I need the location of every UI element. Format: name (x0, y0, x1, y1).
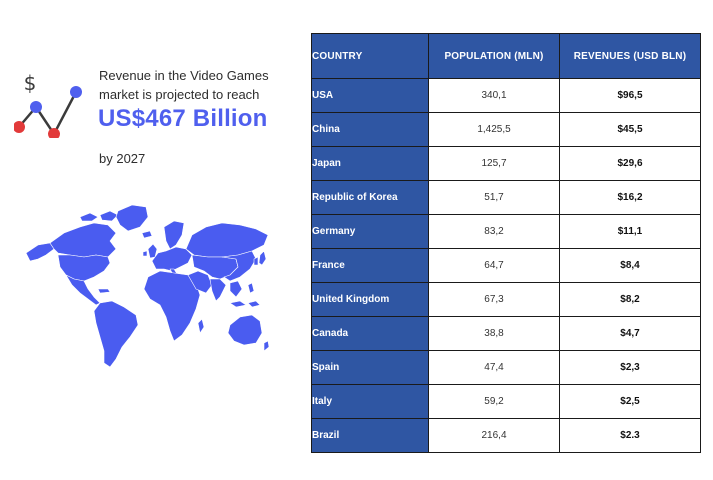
country-cell: France (311, 248, 429, 283)
table-row: France 64,7 $8,4 (311, 248, 701, 283)
population-cell: 51,7 (428, 180, 560, 215)
population-cell: 125,7 (428, 146, 560, 181)
population-cell: 83,2 (428, 214, 560, 249)
country-revenue-table: COUNTRY POPULATION (MLN) REVENUES (USD B… (311, 33, 701, 453)
country-cell: Brazil (311, 418, 429, 453)
population-cell: 47,4 (428, 350, 560, 385)
country-cell: China (311, 112, 429, 147)
table-row: China 1,425,5 $45,5 (311, 112, 701, 147)
revenue-cell: $8,2 (559, 282, 701, 317)
header-country: COUNTRY (311, 33, 429, 79)
country-cell: USA (311, 78, 429, 113)
country-cell: Republic of Korea (311, 180, 429, 215)
revenue-cell: $45,5 (559, 112, 701, 147)
headline-line-2: market is projected to reach (99, 87, 260, 102)
projection-year: by 2027 (99, 151, 146, 166)
dollar-sign-icon: $ (24, 72, 37, 95)
revenue-cell: $96,5 (559, 78, 701, 113)
revenue-cell: $4,7 (559, 316, 701, 351)
population-cell: 340,1 (428, 78, 560, 113)
country-cell: Germany (311, 214, 429, 249)
country-cell: Japan (311, 146, 429, 181)
revenue-cell: $11,1 (559, 214, 701, 249)
population-cell: 59,2 (428, 384, 560, 419)
world-map-icon (25, 205, 270, 368)
table-row: Republic of Korea 51,7 $16,2 (311, 180, 701, 215)
population-cell: 216,4 (428, 418, 560, 453)
table-row: Spain 47,4 $2,3 (311, 350, 701, 385)
revenue-cell: $29,6 (559, 146, 701, 181)
revenue-cell: $16,2 (559, 180, 701, 215)
country-cell: Canada (311, 316, 429, 351)
table-header-row: COUNTRY POPULATION (MLN) REVENUES (USD B… (311, 33, 701, 79)
table-row: Japan 125,7 $29,6 (311, 146, 701, 181)
population-cell: 38,8 (428, 316, 560, 351)
projected-revenue-amount: US$467 Billion (98, 105, 268, 132)
country-cell: Italy (311, 384, 429, 419)
table-row: Italy 59,2 $2,5 (311, 384, 701, 419)
revenue-cell: $2.3 (559, 418, 701, 453)
country-revenue-table-container: COUNTRY POPULATION (MLN) REVENUES (USD B… (311, 33, 701, 453)
population-cell: 1,425,5 (428, 112, 560, 147)
country-cell: United Kingdom (311, 282, 429, 317)
table-row: USA 340,1 $96,5 (311, 78, 701, 113)
country-cell: Spain (311, 350, 429, 385)
table-row: Germany 83,2 $11,1 (311, 214, 701, 249)
headline-text: Revenue in the Video Games market is pro… (99, 66, 299, 104)
header-revenues: REVENUES (USD BLN) (559, 33, 701, 79)
header-population: POPULATION (MLN) (428, 33, 560, 79)
revenue-cell: $2,5 (559, 384, 701, 419)
revenue-cell: $8,4 (559, 248, 701, 283)
table-row: Brazil 216,4 $2.3 (311, 418, 701, 453)
population-cell: 64,7 (428, 248, 560, 283)
table-row: United Kingdom 67,3 $8,2 (311, 282, 701, 317)
table-row: Canada 38,8 $4,7 (311, 316, 701, 351)
population-cell: 67,3 (428, 282, 560, 317)
summary-panel: $ Revenue in the Video Games market is p… (0, 0, 300, 480)
trend-chart-icon: $ (14, 72, 82, 138)
headline-line-1: Revenue in the Video Games (99, 68, 269, 83)
revenue-cell: $2,3 (559, 350, 701, 385)
